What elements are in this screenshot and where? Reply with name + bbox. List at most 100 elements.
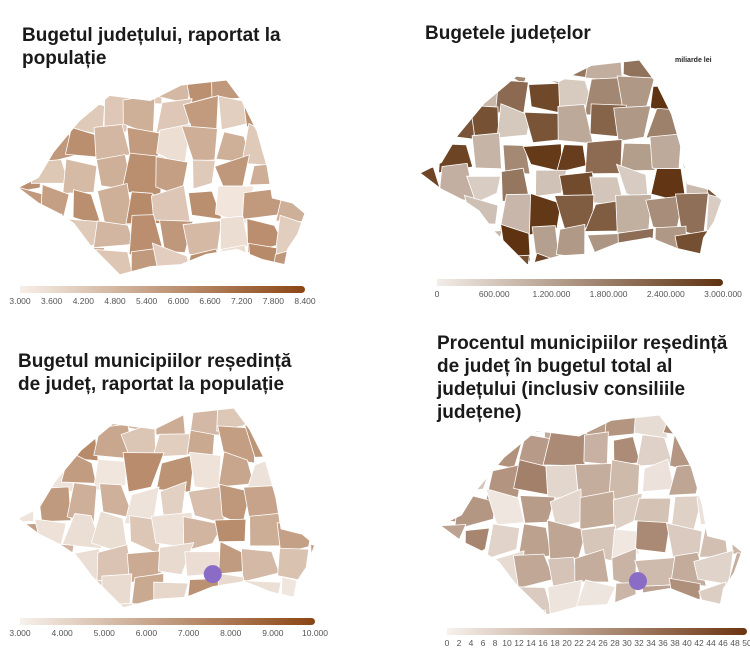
county-region[interactable]: [668, 577, 701, 617]
county-region[interactable]: [464, 527, 490, 561]
county-region[interactable]: [641, 584, 672, 620]
county-region[interactable]: [191, 600, 218, 613]
county-region[interactable]: [471, 60, 500, 84]
county-region[interactable]: [460, 430, 494, 466]
county-region[interactable]: [39, 602, 66, 613]
county-region[interactable]: [244, 408, 276, 428]
county-region[interactable]: [420, 253, 445, 270]
county-region[interactable]: [62, 158, 98, 194]
county-region[interactable]: [662, 415, 707, 440]
county-region[interactable]: [271, 101, 308, 127]
county-region[interactable]: [18, 420, 40, 466]
county-region[interactable]: [18, 544, 42, 582]
county-region[interactable]: [471, 132, 502, 170]
county-region[interactable]: [187, 486, 226, 525]
county-region[interactable]: [62, 408, 104, 434]
county-region[interactable]: [440, 432, 464, 470]
county-region[interactable]: [698, 427, 738, 470]
county-region[interactable]: [485, 589, 515, 616]
county-region[interactable]: [613, 105, 652, 142]
county-region[interactable]: [439, 226, 476, 264]
county-region[interactable]: [674, 73, 714, 111]
county-region[interactable]: [33, 426, 73, 463]
county-region[interactable]: [616, 75, 656, 109]
county-region[interactable]: [61, 573, 104, 612]
county-region[interactable]: [38, 245, 74, 280]
county-region[interactable]: [64, 80, 94, 102]
county-region[interactable]: [249, 512, 281, 547]
county-region[interactable]: [18, 101, 40, 134]
county-region[interactable]: [248, 80, 286, 103]
county-region[interactable]: [723, 429, 745, 467]
county-region[interactable]: [486, 523, 521, 560]
bucharest-highlight[interactable]: [203, 565, 222, 584]
county-region[interactable]: [420, 233, 442, 259]
county-region[interactable]: [31, 97, 71, 134]
county-region[interactable]: [513, 415, 546, 433]
county-region[interactable]: [61, 421, 99, 462]
county-region[interactable]: [61, 610, 100, 613]
county-region[interactable]: [584, 139, 623, 175]
county-region[interactable]: [726, 491, 745, 532]
county-region[interactable]: [192, 159, 216, 190]
county-region[interactable]: [583, 431, 609, 465]
county-region[interactable]: [420, 76, 447, 116]
county-region[interactable]: [61, 513, 103, 550]
county-region[interactable]: [734, 583, 745, 620]
county-region[interactable]: [314, 514, 318, 555]
county-region[interactable]: [488, 613, 528, 620]
county-region[interactable]: [645, 107, 686, 139]
county-region[interactable]: [275, 408, 313, 429]
county-region[interactable]: [94, 249, 134, 280]
county-region[interactable]: [307, 427, 318, 461]
county-region[interactable]: [218, 540, 246, 575]
county-region[interactable]: [420, 195, 435, 234]
county-region[interactable]: [475, 230, 503, 259]
county-region[interactable]: [496, 103, 531, 139]
county-region[interactable]: [609, 615, 646, 620]
county-region[interactable]: [693, 609, 725, 620]
county-region[interactable]: [302, 481, 318, 525]
county-region[interactable]: [703, 140, 725, 176]
county-region[interactable]: [240, 548, 280, 583]
county-region[interactable]: [440, 460, 458, 502]
county-region[interactable]: [669, 613, 707, 620]
county-region[interactable]: [301, 408, 318, 435]
county-region[interactable]: [242, 580, 282, 613]
county-region[interactable]: [18, 457, 41, 493]
county-region[interactable]: [460, 550, 485, 590]
county-region[interactable]: [34, 518, 67, 547]
county-region[interactable]: [535, 169, 568, 197]
county-region[interactable]: [547, 579, 583, 617]
county-region[interactable]: [466, 175, 502, 204]
county-region[interactable]: [453, 577, 488, 620]
county-region[interactable]: [604, 415, 641, 438]
county-region[interactable]: [33, 213, 69, 258]
county-region[interactable]: [151, 601, 195, 613]
county-region[interactable]: [707, 231, 725, 257]
county-region[interactable]: [310, 543, 318, 573]
county-region[interactable]: [181, 125, 218, 162]
county-region[interactable]: [18, 212, 43, 253]
county-region[interactable]: [579, 490, 617, 530]
county-region[interactable]: [420, 60, 444, 77]
county-region[interactable]: [483, 415, 528, 443]
county-region[interactable]: [185, 578, 224, 613]
county-region[interactable]: [442, 205, 478, 232]
county-region[interactable]: [121, 612, 164, 613]
county-region[interactable]: [523, 111, 564, 144]
county-region[interactable]: [18, 408, 35, 428]
county-region[interactable]: [704, 60, 725, 86]
county-region[interactable]: [706, 111, 725, 144]
county-region[interactable]: [677, 257, 712, 270]
county-region[interactable]: [18, 605, 35, 613]
county-region[interactable]: [493, 254, 530, 270]
county-region[interactable]: [93, 220, 135, 249]
county-region[interactable]: [440, 415, 462, 440]
county-region[interactable]: [652, 255, 687, 270]
county-region[interactable]: [440, 610, 467, 620]
county-region[interactable]: [248, 601, 277, 613]
county-region[interactable]: [217, 95, 252, 131]
county-region[interactable]: [528, 192, 562, 236]
county-region[interactable]: [633, 415, 668, 439]
